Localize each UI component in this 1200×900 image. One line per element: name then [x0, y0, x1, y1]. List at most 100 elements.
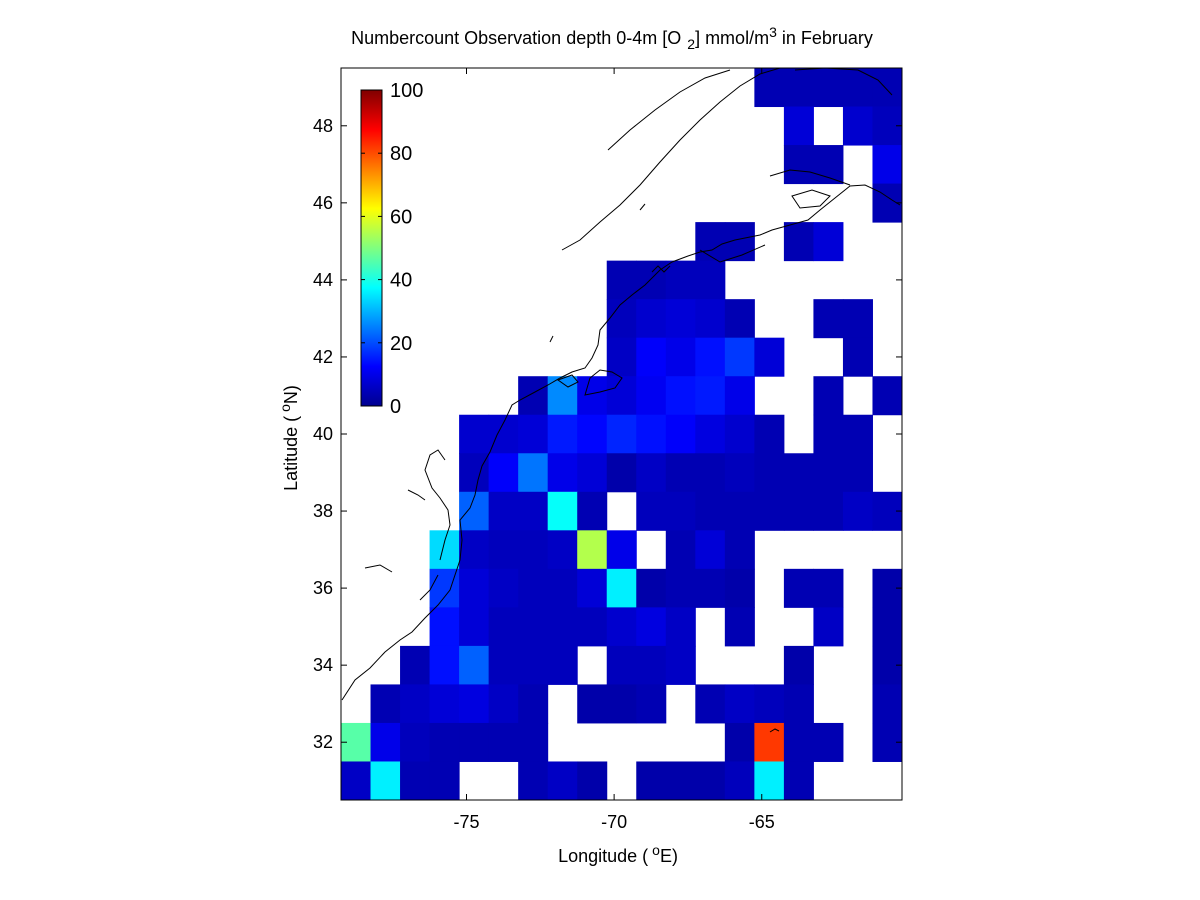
title-subscript: 2 [687, 36, 695, 52]
heatmap-cell [370, 684, 401, 724]
x-label-text: Longitude ( [558, 846, 648, 866]
coastline [341, 67, 901, 733]
colorbar-tick-label: 100 [390, 80, 423, 102]
heatmap-cell [606, 414, 637, 454]
heatmap-cell [547, 530, 578, 570]
y-tick-label: 44 [313, 270, 333, 290]
heatmap-cell [724, 491, 755, 531]
heatmap-cell [783, 722, 814, 762]
heatmap-cell [842, 106, 873, 146]
heatmap-cell [695, 260, 726, 300]
y-tick-label: 46 [313, 193, 333, 213]
heatmap-cell [488, 722, 519, 762]
heatmap-cell [577, 684, 608, 724]
heatmap-cell [459, 414, 490, 454]
heatmap-cell [724, 414, 755, 454]
heatmap-cell [783, 145, 814, 185]
heatmap-cell [488, 568, 519, 608]
heatmap-cell [518, 568, 549, 608]
colorbar-tick-label: 60 [390, 206, 412, 228]
heatmap-cell [577, 530, 608, 570]
heatmap-cell [783, 684, 814, 724]
heatmap-cell [724, 684, 755, 724]
y-label-superscript: o [277, 404, 293, 412]
heatmap-cell [636, 568, 667, 608]
heatmap-cell [429, 607, 460, 647]
y-tick-label: 40 [313, 424, 333, 444]
heatmap-cell [547, 453, 578, 493]
heatmap-cell [370, 761, 401, 801]
heatmap-cell [636, 337, 667, 377]
heatmap-cell [783, 68, 814, 108]
heatmap-cell [754, 761, 785, 801]
colorbar-tick-label: 0 [390, 396, 401, 418]
heatmap-cell [783, 491, 814, 531]
heatmap-cell [695, 376, 726, 416]
heatmap-cell [606, 530, 637, 570]
heatmap-cell [577, 491, 608, 531]
heatmap-cell [754, 491, 785, 531]
y-tick-label: 38 [313, 501, 333, 521]
heatmap-cell [665, 568, 696, 608]
heatmap-cell [547, 645, 578, 685]
heatmap-cell [813, 607, 844, 647]
heatmap-cell [488, 414, 519, 454]
heatmap-cell [695, 684, 726, 724]
heatmap-cell [400, 722, 431, 762]
heatmap-cell [547, 491, 578, 531]
heatmap-cell [695, 491, 726, 531]
heatmap-cell [606, 645, 637, 685]
heatmap-cell [724, 530, 755, 570]
heatmap-cell [724, 722, 755, 762]
heatmap-cell [636, 414, 667, 454]
heatmap-cell [783, 453, 814, 493]
heatmap-cell [606, 684, 637, 724]
heatmap-cell [754, 684, 785, 724]
heatmap-cell [400, 684, 431, 724]
heatmap-cell [636, 684, 667, 724]
x-axis-label: Longitude (oE) [558, 842, 678, 866]
title-superscript: 3 [769, 24, 777, 40]
heatmap-cell [400, 761, 431, 801]
heatmap-cell [429, 530, 460, 570]
heatmap-cell [547, 607, 578, 647]
title-main: Numbercount Observation depth 0-4m [O [351, 28, 681, 48]
heatmap-cell [400, 645, 431, 685]
heatmap-cell [724, 761, 755, 801]
heatmap-cell [518, 530, 549, 570]
heatmap-cell [842, 453, 873, 493]
heatmap-cell [577, 607, 608, 647]
heatmap-cell [665, 376, 696, 416]
y-axis-label: Latitude (oN) [277, 385, 301, 491]
x-label-end: E) [660, 846, 678, 866]
heatmap-cell [429, 722, 460, 762]
heatmap-cell [518, 607, 549, 647]
heatmap-cell [459, 645, 490, 685]
heatmap-cell [813, 414, 844, 454]
heatmap-cell [665, 260, 696, 300]
heatmap-cell [754, 337, 785, 377]
heatmap-cell [695, 453, 726, 493]
heatmap-cell [636, 491, 667, 531]
heatmap-cell [872, 607, 903, 647]
y-tick-label: 36 [313, 578, 333, 598]
heatmap-cell [606, 260, 637, 300]
heatmap-cell [459, 453, 490, 493]
x-label-superscript: o [652, 842, 660, 858]
heatmap-cell [783, 761, 814, 801]
heatmap-cells [341, 68, 903, 801]
heatmap-cell [665, 761, 696, 801]
heatmap-cell [518, 722, 549, 762]
heatmap-cell [695, 299, 726, 339]
heatmap-cell [813, 145, 844, 185]
colorbar-gradient [360, 89, 383, 407]
heatmap-cell [842, 337, 873, 377]
heatmap-cell [459, 607, 490, 647]
y-tick-label: 48 [313, 116, 333, 136]
heatmap-cell [577, 453, 608, 493]
heatmap-cell [459, 568, 490, 608]
heatmap-cell [813, 568, 844, 608]
heatmap-cell [636, 376, 667, 416]
heatmap-cell [813, 453, 844, 493]
heatmap-cell [341, 761, 372, 801]
